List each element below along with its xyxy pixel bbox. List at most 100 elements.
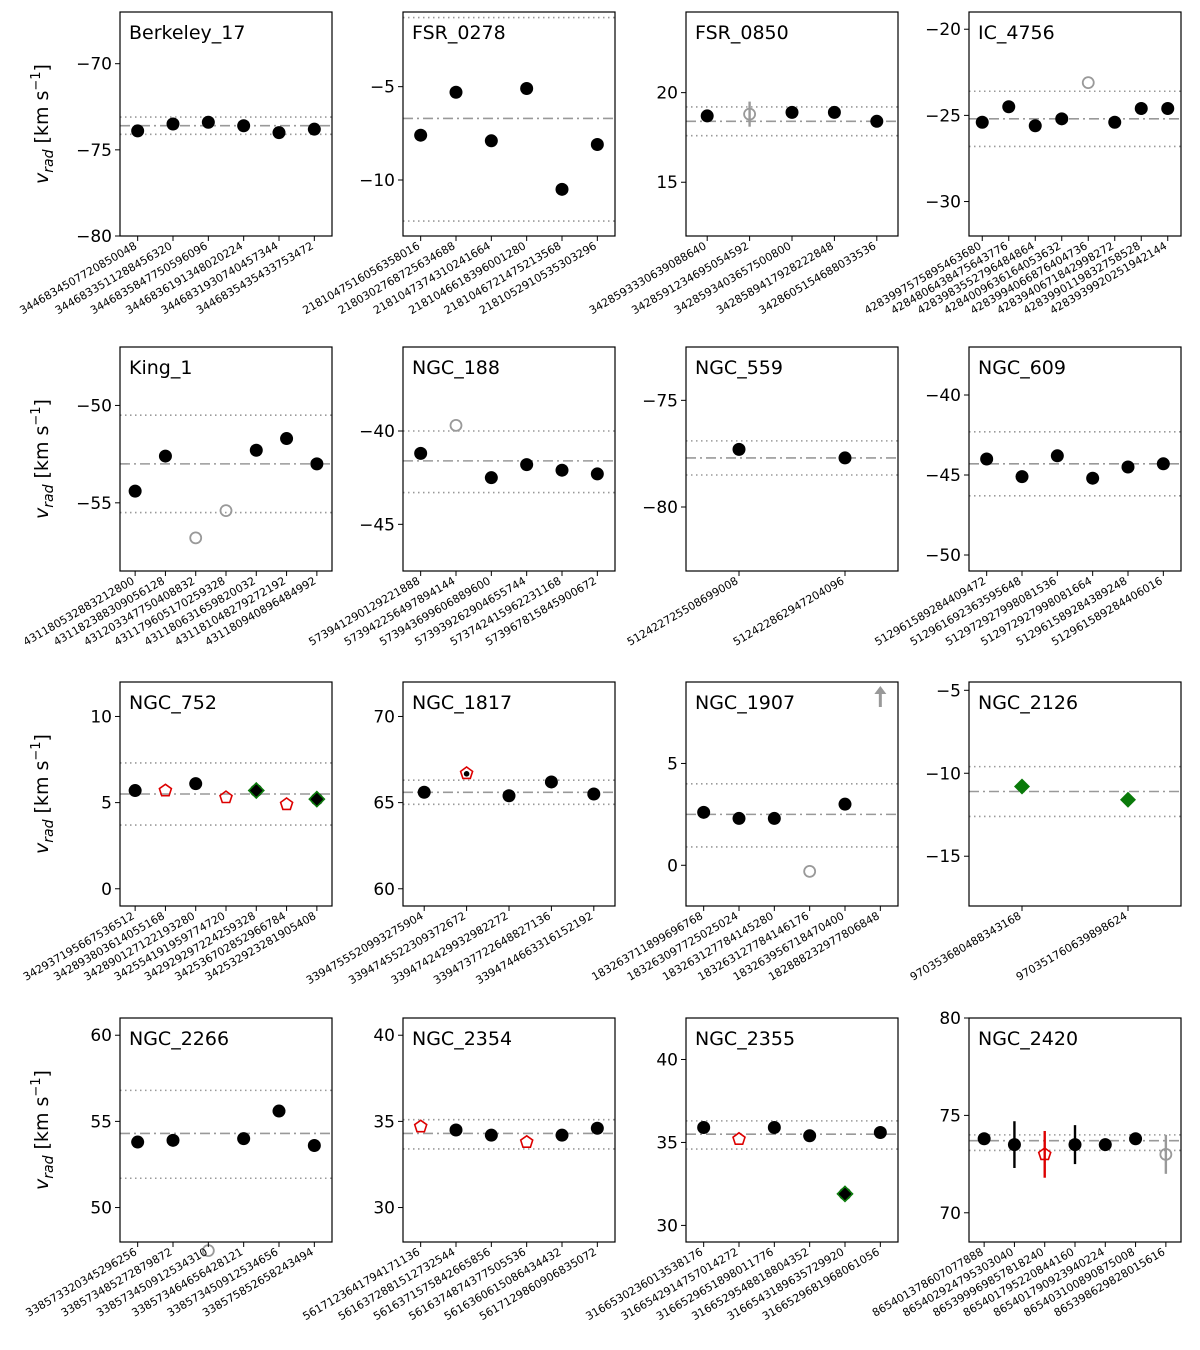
data-point bbox=[1015, 470, 1029, 484]
data-point bbox=[158, 449, 172, 463]
data-point bbox=[873, 1125, 887, 1139]
data-point bbox=[697, 805, 711, 819]
panel-ngc-1817: 6065703394755520993275904339474552230937… bbox=[304, 681, 616, 987]
outlier-point bbox=[1081, 76, 1095, 90]
plot-frame bbox=[119, 346, 333, 572]
data-point bbox=[803, 1129, 817, 1143]
data-point bbox=[1129, 1132, 1143, 1146]
data-point bbox=[237, 1132, 251, 1146]
y-axis-label: vrad [km s−1] bbox=[29, 399, 57, 519]
data-point bbox=[590, 1121, 604, 1135]
panel-ngc-2126: −15 −10 −5 97035368048834316897035176063989… bbox=[908, 681, 1182, 984]
y-tick-label: −5 bbox=[936, 681, 961, 701]
data-point bbox=[732, 442, 746, 456]
data-point bbox=[544, 775, 558, 789]
plot-frame bbox=[119, 1017, 333, 1243]
panel-berkeley-17: −80−75−703446834507720850048344683351128… bbox=[17, 11, 333, 317]
x-tick-label: 970353680488343168 bbox=[908, 909, 1024, 983]
data-point bbox=[838, 1187, 852, 1201]
y-tick-label: 5 bbox=[667, 754, 678, 774]
y-tick-label: −40 bbox=[359, 422, 395, 442]
y-tick-label: −50 bbox=[76, 396, 112, 416]
y-tick-label: 40 bbox=[656, 1050, 678, 1070]
y-tick-label: −45 bbox=[359, 515, 395, 535]
outlier-point bbox=[449, 418, 463, 432]
data-point bbox=[555, 182, 569, 196]
data-point bbox=[484, 134, 498, 148]
panel-ngc-2355: 3035403166530236013538176316654291475701… bbox=[583, 1017, 899, 1323]
panel-ic-4756: −30−25−204283997575895463680428480643847… bbox=[862, 11, 1182, 317]
data-point bbox=[977, 1132, 991, 1146]
y-tick-label: 65 bbox=[373, 794, 395, 814]
data-point bbox=[838, 797, 852, 811]
plot-frame bbox=[119, 11, 333, 237]
data-point bbox=[249, 443, 263, 457]
panel-title: NGC_2420 bbox=[978, 1028, 1078, 1050]
data-point bbox=[520, 458, 534, 472]
plot-frame bbox=[968, 681, 1182, 907]
y-tick-label: −45 bbox=[925, 466, 961, 486]
data-point bbox=[827, 105, 841, 119]
y-axis-label: vrad [km s−1] bbox=[29, 734, 57, 854]
data-point bbox=[449, 85, 463, 99]
y-tick-label: 60 bbox=[90, 1026, 112, 1046]
data-point bbox=[249, 784, 263, 797]
data-point bbox=[131, 124, 145, 138]
panel-title: Berkeley_17 bbox=[129, 22, 245, 44]
y-tick-label: −15 bbox=[925, 847, 961, 867]
y-tick-label: −50 bbox=[925, 546, 961, 566]
data-point bbox=[449, 1123, 463, 1137]
y-tick-label: −10 bbox=[359, 171, 395, 191]
y-tick-label: −20 bbox=[925, 20, 961, 40]
alt-point bbox=[247, 781, 265, 800]
data-point bbox=[128, 784, 142, 798]
y-tick-label: −75 bbox=[642, 391, 678, 411]
data-point bbox=[310, 792, 324, 806]
panel-ngc-2420: 7075808654013786070778888654029247953030… bbox=[870, 1009, 1182, 1320]
data-point bbox=[166, 117, 180, 131]
data-point bbox=[484, 471, 498, 485]
data-point bbox=[1007, 1138, 1021, 1152]
binary-point bbox=[158, 783, 173, 797]
alt-point bbox=[836, 1185, 854, 1203]
alt-point bbox=[1120, 791, 1136, 808]
y-tick-label: 35 bbox=[656, 1133, 678, 1153]
y-axis-label: vrad [km s−1] bbox=[29, 1070, 57, 1190]
data-point bbox=[189, 777, 203, 791]
panel-title: NGC_2354 bbox=[412, 1028, 512, 1050]
data-point bbox=[1121, 460, 1135, 474]
binary-point bbox=[459, 766, 474, 780]
x-tick-label: 512422725508699008 bbox=[625, 574, 741, 648]
outlier-point bbox=[803, 864, 817, 878]
panel-ngc-188: −45−405739412901292218885739422564978941… bbox=[307, 346, 616, 649]
y-tick-label: −55 bbox=[76, 494, 112, 514]
data-point bbox=[1068, 1138, 1082, 1152]
binary-point bbox=[413, 1119, 428, 1133]
plot-frame bbox=[402, 11, 616, 237]
panel-ngc-752: 0510342937195667536512342893803614055168… bbox=[21, 681, 333, 984]
data-point bbox=[555, 1128, 569, 1142]
panel-king-1: −55−504311805328832128004311823883090561… bbox=[21, 346, 333, 649]
y-tick-label: 20 bbox=[656, 84, 678, 104]
panel-title: NGC_559 bbox=[695, 357, 783, 379]
data-point bbox=[417, 785, 431, 799]
panel-fsr-0850: 1520342859333063908864034285912346950545… bbox=[587, 11, 899, 317]
panel-title: NGC_2355 bbox=[695, 1028, 795, 1050]
plot-frame bbox=[685, 1017, 899, 1243]
binary-point bbox=[1037, 1147, 1052, 1161]
data-point bbox=[1156, 457, 1170, 471]
data-point bbox=[975, 115, 989, 129]
data-point bbox=[870, 114, 884, 128]
data-point bbox=[1098, 1138, 1112, 1152]
panel-title: FSR_0278 bbox=[412, 22, 506, 44]
outlier-point bbox=[743, 107, 756, 121]
data-point bbox=[980, 452, 994, 466]
data-point bbox=[310, 457, 324, 471]
data-point bbox=[1050, 449, 1064, 463]
plot-frame bbox=[968, 11, 1182, 237]
y-tick-label: −40 bbox=[925, 386, 961, 406]
y-tick-label: 0 bbox=[667, 856, 678, 876]
binary-point bbox=[279, 797, 294, 811]
data-point bbox=[1028, 119, 1042, 133]
plot-frame bbox=[968, 346, 1182, 572]
